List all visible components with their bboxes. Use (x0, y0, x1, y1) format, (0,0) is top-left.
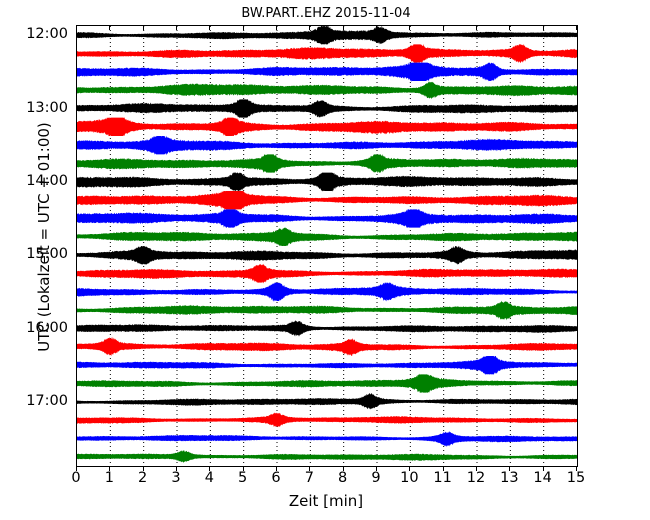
x-axis-tick-mark (242, 466, 244, 471)
seismogram-trace (77, 263, 577, 284)
seismogram-trace (77, 135, 577, 156)
x-axis-tick-mark-top (276, 25, 277, 30)
y-axis-tick-mark (76, 107, 81, 109)
x-axis-tick-mark-top (442, 25, 444, 30)
x-axis-tick-mark (276, 466, 277, 471)
x-axis-tick-label: 5 (238, 470, 248, 486)
x-axis-tick-mark (176, 466, 177, 471)
y-axis-tick-mark (76, 180, 81, 182)
y-axis-tick-mark (571, 254, 576, 256)
x-axis-tick-mark-top (509, 25, 511, 30)
y-axis-tick-label: 16:00 (26, 319, 68, 336)
seismogram-trace (77, 62, 577, 82)
seismogram-trace (77, 431, 577, 447)
x-axis-tick-mark-top (176, 25, 177, 30)
x-axis-tick-label: 14 (533, 470, 552, 486)
x-axis-tick-label: 7 (304, 470, 314, 486)
y-axis-tick-label: 13:00 (26, 99, 68, 116)
y-axis-tick-mark (571, 180, 576, 182)
seismogram-trace (77, 245, 577, 265)
x-axis-tick-mark-top (476, 25, 477, 30)
x-axis-tick-mark (309, 466, 311, 471)
x-axis-tick-mark (109, 466, 111, 471)
y-axis-tick-mark (76, 327, 81, 329)
page-title: BW.PART..EHZ 2015-11-04 (241, 6, 411, 21)
seismogram-trace (77, 355, 577, 375)
seismogram-trace (77, 209, 577, 228)
x-axis-tick-mark-top (342, 25, 344, 30)
x-axis-tick-label: 4 (204, 470, 214, 486)
seismogram-trace (77, 320, 577, 337)
x-axis-tick-mark (442, 466, 444, 471)
x-axis-tick-mark (76, 466, 77, 471)
x-axis-tick-mark (209, 466, 211, 471)
y-axis-tick-mark (76, 400, 81, 402)
x-axis-tick-mark-top (542, 25, 544, 30)
seismogram-trace (77, 43, 577, 64)
y-axis-tick-labels: 12:00 13:00 14:00 15:00 16:00 17:00 (0, 25, 68, 465)
seismogram-traces (77, 26, 577, 463)
x-axis-tick-mark-top (209, 25, 211, 30)
x-axis-tick-labels: 0 1 2 3 4 5 6 7 8 9 10 11 12 13 14 15 (0, 470, 650, 492)
x-axis-tick-label: 6 (271, 470, 281, 486)
y-axis-tick-mark (571, 327, 576, 329)
x-axis-tick-mark (576, 466, 577, 471)
seismogram-trace (77, 81, 577, 100)
y-axis-tick-mark (571, 34, 576, 36)
y-axis-tick-label: 15:00 (26, 246, 68, 263)
x-axis-tick-mark (342, 466, 344, 471)
x-axis-tick-mark-top (242, 25, 244, 30)
seismogram-trace (77, 449, 577, 463)
seismogram-trace (77, 26, 577, 45)
y-axis-tick-mark (571, 400, 576, 402)
seismogram-trace (77, 99, 577, 118)
seismogram-trace (77, 300, 577, 321)
x-axis-tick-label: 9 (371, 470, 381, 486)
y-axis-tick-mark (76, 34, 81, 36)
y-axis-tick-label: 17:00 (26, 392, 68, 409)
x-axis-tick-mark-top (76, 25, 77, 30)
x-axis-tick-label: 8 (338, 470, 348, 486)
y-axis-tick-label: 14:00 (26, 172, 68, 189)
seismogram-trace (77, 392, 577, 410)
x-axis-tick-label: 10 (400, 470, 419, 486)
seismogram-trace (77, 282, 577, 302)
x-axis-tick-mark (376, 466, 377, 471)
x-axis-tick-label: 15 (566, 470, 586, 486)
x-axis-tick-mark (142, 466, 144, 471)
seismogram-trace (77, 336, 577, 357)
x-axis-tick-label: 12 (466, 470, 486, 486)
seismogram-trace (77, 412, 577, 428)
y-axis-tick-mark (571, 107, 576, 109)
plot-area[interactable] (76, 25, 578, 467)
seismogram-trace (77, 154, 577, 174)
x-axis-label: Zeit [min] (288, 492, 364, 510)
x-axis-tick-label: 11 (433, 470, 452, 486)
x-axis-tick-mark (476, 466, 477, 471)
x-axis-tick-mark (409, 466, 411, 471)
x-axis-tick-label: 3 (171, 470, 181, 486)
x-axis-tick-mark-top (409, 25, 411, 30)
y-axis-tick-label: 12:00 (26, 26, 68, 43)
x-axis-tick-mark-top (142, 25, 144, 30)
x-axis-tick-mark (542, 466, 544, 471)
seismogram-trace (77, 227, 577, 247)
x-axis-tick-mark-top (109, 25, 111, 30)
seismogram-trace (77, 117, 577, 137)
seismogram-trace (77, 172, 577, 192)
y-axis-tick-mark (76, 254, 81, 256)
x-axis-tick-label: 2 (138, 470, 148, 486)
x-axis-tick-mark-top (309, 25, 311, 30)
x-axis-tick-mark (509, 466, 511, 471)
seismogram-trace (77, 190, 577, 210)
x-axis-tick-mark-top (576, 25, 577, 30)
x-axis-tick-label: 1 (104, 470, 114, 486)
x-axis-tick-mark-top (376, 25, 377, 30)
x-axis-tick-label: 0 (71, 470, 81, 486)
x-axis-tick-label: 13 (500, 470, 519, 486)
seismogram-trace (77, 373, 577, 393)
